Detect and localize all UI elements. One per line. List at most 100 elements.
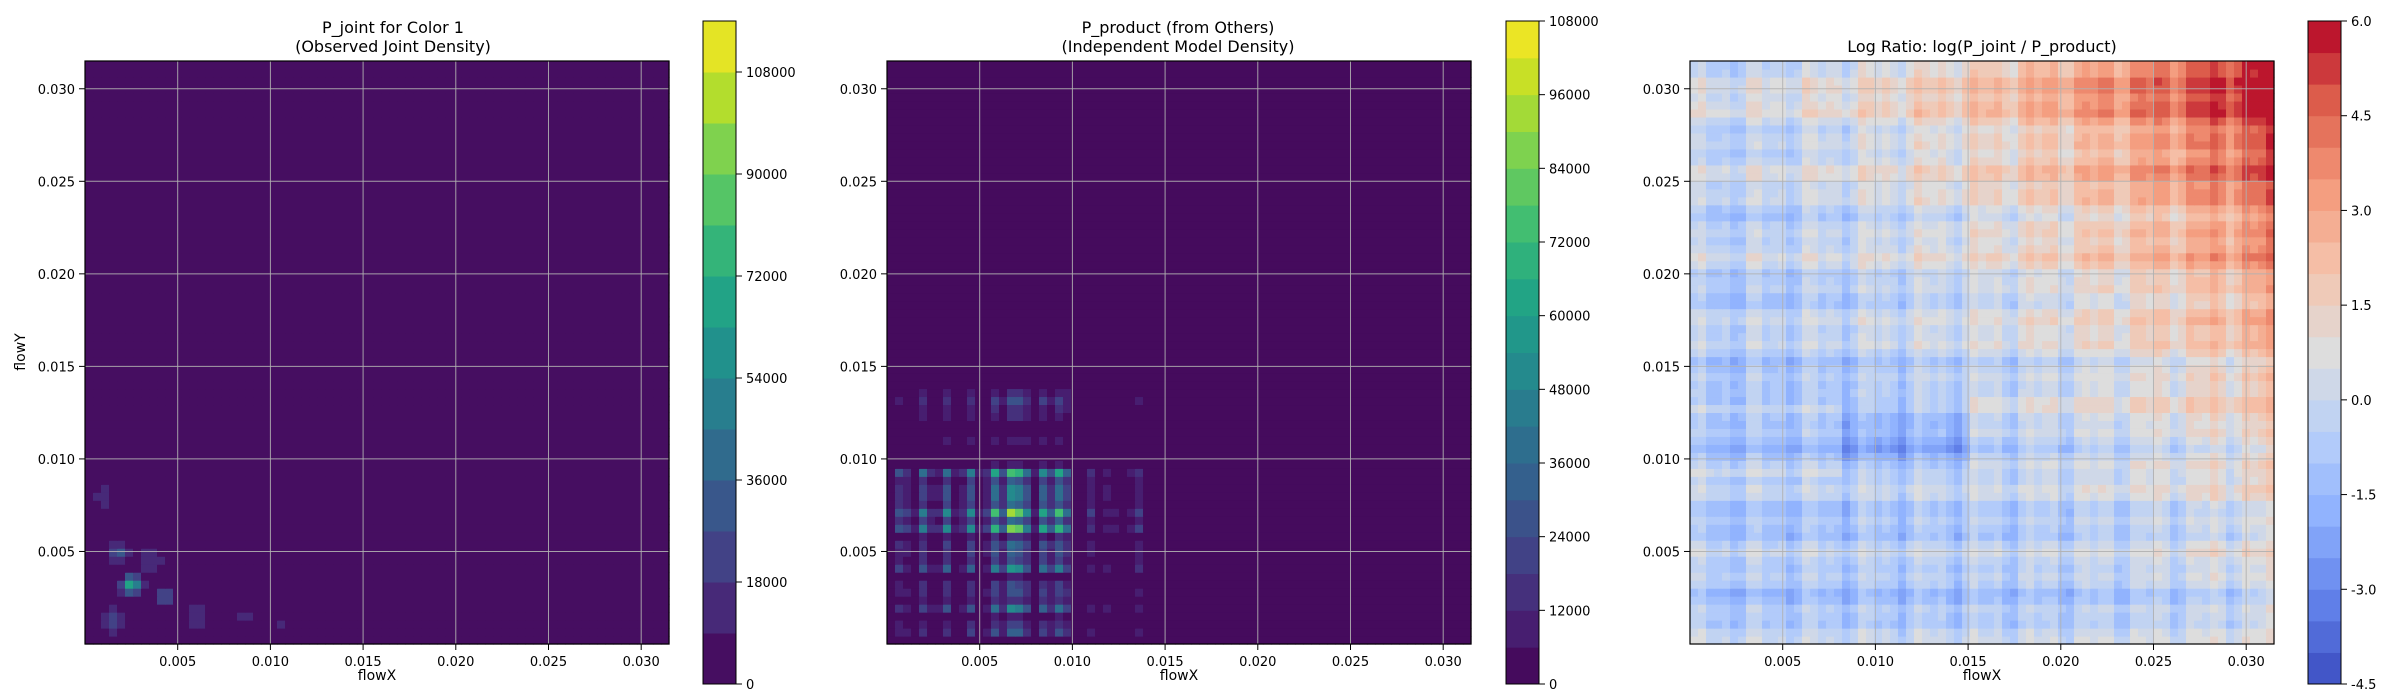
heatmap-cell xyxy=(485,428,494,437)
heatmap-cell xyxy=(629,532,638,541)
heatmap-cell xyxy=(197,476,206,485)
heatmap-cell xyxy=(237,156,246,166)
heatmap-cell xyxy=(325,260,334,270)
heatmap-cell xyxy=(253,172,262,182)
heatmap-cell xyxy=(229,452,238,461)
heatmap-cell xyxy=(157,540,166,549)
heatmap-cell xyxy=(533,268,542,278)
heatmap-cell xyxy=(445,404,454,413)
heatmap-cell xyxy=(381,188,390,198)
heatmap-cell xyxy=(309,412,318,421)
heatmap-cell xyxy=(293,188,302,198)
heatmap-cell xyxy=(605,580,614,589)
heatmap-cell xyxy=(485,164,494,174)
heatmap-cell xyxy=(141,468,150,477)
heatmap-cell xyxy=(285,340,294,350)
heatmap-cell xyxy=(645,484,654,493)
heatmap-cell xyxy=(613,580,622,589)
heatmap-cell xyxy=(261,500,270,509)
heatmap-cell xyxy=(341,372,350,382)
heatmap-cell xyxy=(189,244,198,254)
heatmap-cell xyxy=(469,196,478,206)
heatmap-cell xyxy=(581,140,590,150)
heatmap-cell xyxy=(389,180,398,190)
heatmap-cell xyxy=(293,412,302,421)
heatmap-cell xyxy=(573,484,582,493)
heatmap-cell xyxy=(509,204,518,214)
heatmap-cell xyxy=(309,500,318,509)
heatmap-cell xyxy=(453,524,462,533)
heatmap-cell xyxy=(429,156,438,166)
heatmap-cell xyxy=(277,92,286,102)
heatmap-cell xyxy=(117,628,126,637)
heatmap-cell xyxy=(429,492,438,501)
heatmap-cell xyxy=(317,140,326,150)
heatmap-cell xyxy=(541,220,550,230)
heatmap-cell xyxy=(333,300,342,310)
heatmap-cell xyxy=(109,300,118,310)
heatmap-cell xyxy=(405,564,414,573)
heatmap-cell xyxy=(621,348,630,358)
heatmap-cell xyxy=(573,172,582,182)
heatmap-cell xyxy=(413,100,422,110)
heatmap-cell xyxy=(109,204,118,214)
heatmap-cell xyxy=(197,372,206,382)
heatmap-cell xyxy=(117,508,126,517)
heatmap-cell xyxy=(205,316,214,326)
heatmap-cell xyxy=(533,404,542,413)
heatmap-cell xyxy=(269,292,278,302)
heatmap-cell xyxy=(581,484,590,493)
heatmap-cell xyxy=(117,300,126,310)
heatmap-cell xyxy=(301,244,310,254)
heatmap-cell xyxy=(405,140,414,150)
heatmap-cell xyxy=(469,132,478,142)
heatmap-cell xyxy=(373,444,382,453)
heatmap-cell xyxy=(549,620,558,629)
heatmap-cell xyxy=(661,636,670,645)
heatmap-cell xyxy=(381,252,390,262)
heatmap-cell xyxy=(525,612,534,621)
heatmap-cell xyxy=(141,444,150,453)
heatmap-cell xyxy=(381,380,390,390)
heatmap-cell xyxy=(445,412,454,421)
heatmap-cell xyxy=(381,500,390,509)
heatmap-cell xyxy=(485,180,494,190)
heatmap-cell xyxy=(293,636,302,645)
heatmap-cell xyxy=(437,164,446,174)
heatmap-cell xyxy=(661,228,670,238)
heatmap-cell xyxy=(405,116,414,126)
heatmap-cell xyxy=(485,580,494,589)
heatmap-cell xyxy=(445,236,454,246)
heatmap-cell xyxy=(197,484,206,493)
heatmap-cell xyxy=(485,492,494,501)
heatmap-cell xyxy=(253,332,262,342)
heatmap-cell xyxy=(125,164,134,174)
heatmap-cell xyxy=(645,612,654,621)
heatmap-cell xyxy=(509,636,518,645)
heatmap-cell xyxy=(429,444,438,453)
heatmap-cell xyxy=(509,508,518,517)
heatmap-cell xyxy=(501,180,510,190)
heatmap-cell xyxy=(101,236,110,246)
heatmap-cell xyxy=(381,516,390,525)
heatmap-cell xyxy=(141,244,150,254)
heatmap-cell xyxy=(157,412,166,421)
heatmap-cell xyxy=(477,580,486,589)
heatmap-cell xyxy=(493,492,502,501)
heatmap-cell xyxy=(405,228,414,238)
heatmap-cell xyxy=(509,604,518,613)
heatmap-cell xyxy=(269,428,278,437)
heatmap-cell xyxy=(629,524,638,533)
heatmap-cell xyxy=(461,212,470,222)
heatmap-cell xyxy=(517,236,526,246)
heatmap-cell xyxy=(365,220,374,230)
heatmap-cell xyxy=(309,452,318,461)
heatmap-cell xyxy=(493,532,502,541)
heatmap-cell xyxy=(293,268,302,278)
heatmap-cell xyxy=(333,308,342,318)
heatmap-cell xyxy=(181,292,190,302)
heatmap-cell xyxy=(581,316,590,326)
heatmap-cell xyxy=(541,508,550,517)
heatmap-cell xyxy=(261,364,270,374)
heatmap-cell xyxy=(205,468,214,477)
